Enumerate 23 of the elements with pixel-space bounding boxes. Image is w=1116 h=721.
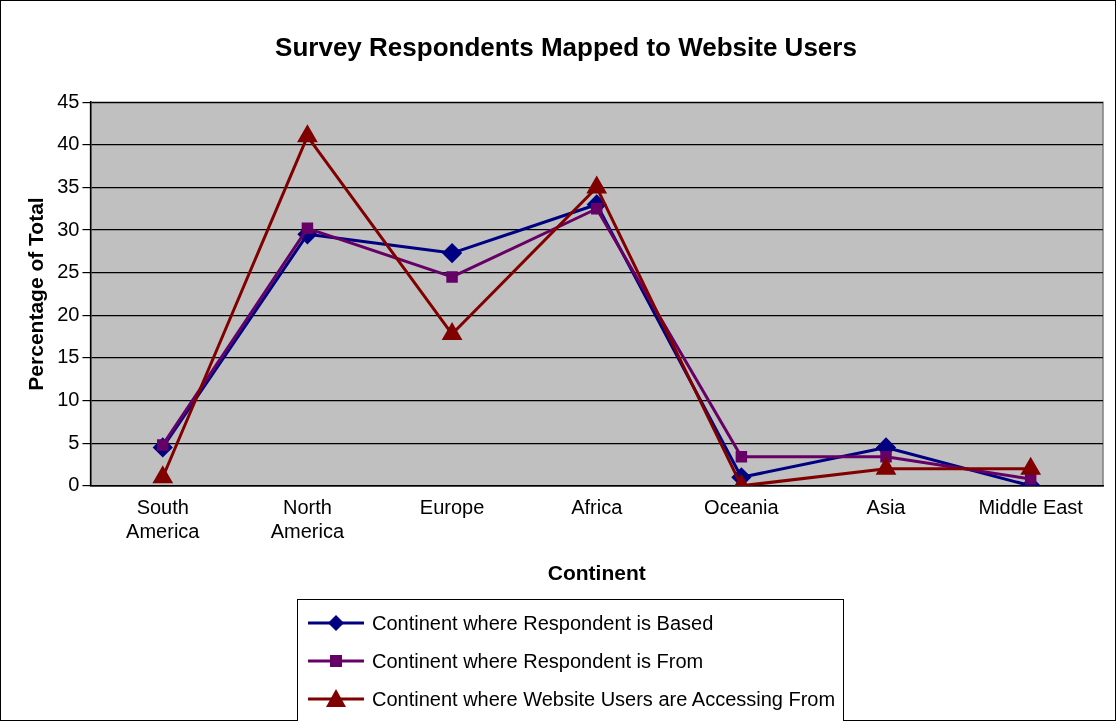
x-tick-label: Europe: [419, 496, 485, 519]
y-tick-label: 25: [57, 260, 80, 283]
x-tick-label: Africa: [571, 496, 624, 519]
x-tick-label: South America: [126, 496, 201, 543]
legend-label: Continent where Website Users are Accessing From: [372, 687, 836, 711]
x-tick-label: Asia: [866, 496, 907, 519]
y-tick-label: 40: [57, 132, 80, 155]
y-tick-label: 0: [68, 473, 80, 496]
y-tick-label: 45: [57, 89, 80, 112]
x-tick-label: North America: [270, 496, 345, 543]
y-tick-label: 35: [57, 174, 80, 197]
y-tick-label: 20: [57, 302, 80, 325]
y-tick-label: 30: [57, 217, 80, 240]
x-tick-label: Oceania: [704, 496, 780, 519]
y-axis-title: Percentage of Total: [24, 197, 48, 391]
legend-label: Continent where Respondent is Based: [372, 611, 714, 635]
y-tick-label: 15: [57, 345, 80, 368]
x-tick-label: Middle East: [978, 496, 1084, 519]
y-tick-label: 10: [57, 388, 80, 411]
legend-label: Continent where Respondent is From: [372, 649, 704, 673]
y-tick-label: 5: [68, 430, 80, 453]
chart-title: Survey Respondents Mapped to Website Users: [275, 31, 857, 62]
x-axis-title: Continent: [547, 561, 646, 585]
